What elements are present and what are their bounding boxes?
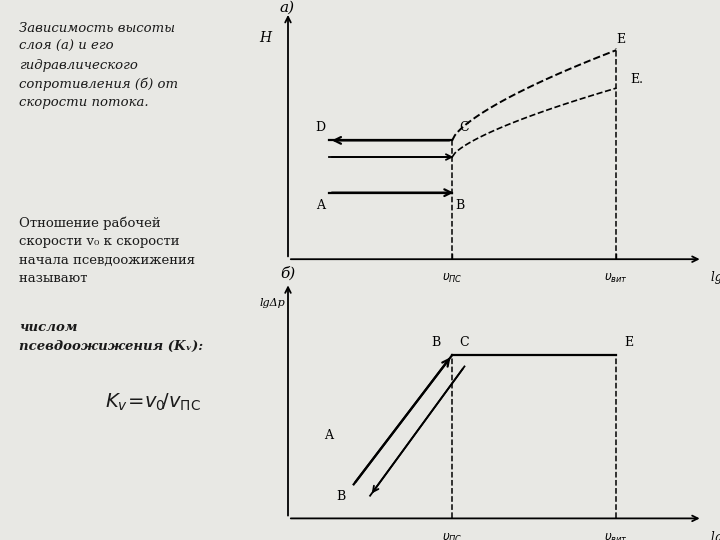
Text: A: A bbox=[325, 429, 333, 442]
Text: Отношение рабочей
скорости v₀ к скорости
начала псевдоожижения
называют: Отношение рабочей скорости v₀ к скорости… bbox=[19, 216, 196, 285]
Text: $υ_{вит}$: $υ_{вит}$ bbox=[604, 532, 629, 540]
Text: lg υ: lg υ bbox=[711, 531, 720, 540]
Text: C: C bbox=[459, 336, 469, 349]
Text: H: H bbox=[259, 31, 271, 45]
Text: D: D bbox=[316, 121, 326, 134]
Text: E.: E. bbox=[630, 73, 644, 86]
Text: $υ_{ПС}$: $υ_{ПС}$ bbox=[442, 532, 462, 540]
Text: C: C bbox=[459, 121, 469, 134]
Text: $K_v\!=\!v_0\!/v_{\mathsf{\Pi C}}$: $K_v\!=\!v_0\!/v_{\mathsf{\Pi C}}$ bbox=[105, 392, 201, 413]
Text: числом
псевдоожижения (Kᵥ):: числом псевдоожижения (Kᵥ): bbox=[19, 321, 204, 353]
Text: lgΔp: lgΔp bbox=[259, 299, 285, 308]
Text: B: B bbox=[456, 199, 465, 212]
Text: E: E bbox=[624, 336, 633, 349]
Text: B: B bbox=[337, 490, 346, 503]
Text: B: B bbox=[431, 336, 441, 349]
Text: Зависимость высоты
слоя (а) и его
гидравлического
сопротивления (б) от
скорости : Зависимость высоты слоя (а) и его гидрав… bbox=[19, 22, 179, 110]
Text: $υ_{ПС}$: $υ_{ПС}$ bbox=[442, 272, 462, 285]
Text: E: E bbox=[616, 33, 625, 46]
Text: A: A bbox=[316, 199, 325, 212]
Text: $υ_{вит}$: $υ_{вит}$ bbox=[604, 272, 629, 285]
Text: lg υ: lg υ bbox=[711, 271, 720, 284]
Text: а): а) bbox=[280, 1, 295, 15]
Text: б): б) bbox=[280, 266, 295, 280]
